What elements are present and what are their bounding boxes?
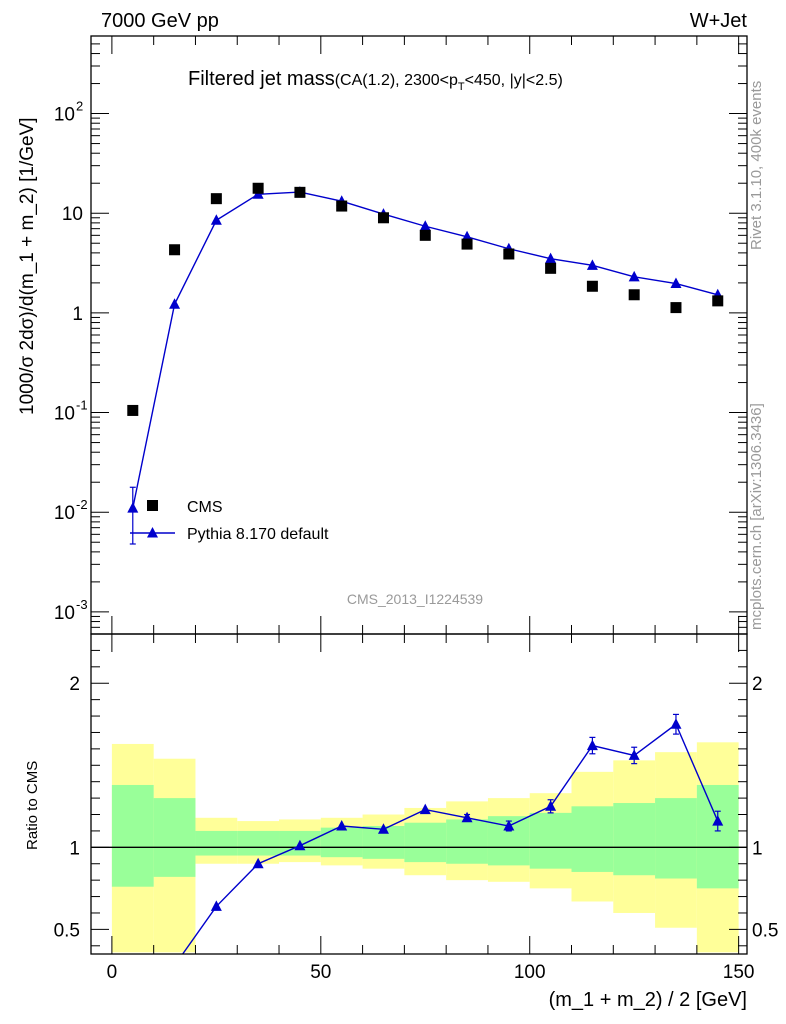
ratio-band-inner — [613, 803, 656, 876]
cms-point — [294, 186, 306, 198]
cms-point — [670, 302, 682, 314]
ratio-xtick-label: 0 — [107, 962, 118, 983]
ratio-ytick-label-right: 0.5 — [752, 920, 778, 941]
ratio-ytick-label-right: 2 — [752, 674, 763, 695]
ratio-ytick-label: 1 — [69, 838, 80, 859]
cms-point — [712, 295, 724, 307]
main-data-layer — [127, 182, 724, 545]
ratio-ylabel: Ratio to CMS — [24, 761, 41, 850]
pythia-point — [670, 277, 682, 289]
ratio-point — [670, 718, 682, 729]
ratio-point — [336, 820, 348, 831]
rivet-label: Rivet 3.1.10, 400k events — [748, 81, 765, 250]
legend-label-cms: CMS — [187, 499, 223, 516]
main-ytick-label: 10 — [54, 404, 75, 425]
main-ytick-exponent: -1 — [76, 398, 88, 413]
ratio-point — [294, 839, 306, 851]
ratio-ytick-label: 2 — [69, 674, 80, 695]
pythia-point — [586, 259, 598, 270]
ratio-xtick-label: 50 — [310, 962, 331, 983]
cms-point — [545, 262, 557, 274]
ratio-data-layer — [91, 713, 747, 954]
cms-point — [210, 193, 222, 205]
pythia-point — [419, 220, 431, 231]
cms-point — [252, 182, 264, 194]
ratio-point — [628, 749, 640, 760]
main-ylabel: 1000/σ 2dσ)/d(m_1 + m_2) [1/GeV] — [17, 117, 38, 415]
main-ytick-exponent: 2 — [76, 99, 83, 114]
ratio-point — [461, 811, 473, 823]
ratio-point — [210, 900, 222, 911]
main-ytick-exponent: -2 — [76, 497, 88, 512]
ratio-frame — [90, 633, 748, 955]
main-ytick-label: 10 — [54, 503, 75, 524]
header-left: 7000 GeV pp — [101, 10, 219, 32]
ratio-band-inner — [111, 784, 154, 887]
ratio-point — [377, 823, 389, 834]
pythia-point — [127, 502, 139, 513]
mcplots-label: mcplots.cern.ch [arXiv:1306.3436] — [748, 403, 765, 630]
main-title-sub: (CA(1.2), 2300<p — [335, 72, 458, 89]
ratio-axes-layer: 0.5 0.5 1 1 2 2 0 50 100 150 — [54, 634, 778, 983]
ratio-point — [586, 739, 598, 751]
main-title: Filtered jet mass(CA(1.2), 2300<pT<450, … — [188, 68, 563, 93]
cms-point — [419, 229, 431, 241]
ratio-xtick-label: 100 — [514, 962, 546, 983]
ratio-ytick-label: 0.5 — [54, 920, 80, 941]
ratio-band-inner — [571, 806, 614, 872]
watermark: CMS_2013_I1224539 — [347, 591, 483, 607]
pythia-point — [545, 252, 557, 264]
main-ytick-exponent: -3 — [76, 597, 88, 612]
cms-point — [503, 248, 515, 260]
ratio-band-inner — [153, 798, 196, 877]
ratio-point — [712, 815, 724, 826]
main-ytick-label: 10 — [54, 105, 75, 126]
ratio-series-group — [181, 713, 724, 954]
main-title-main: Filtered jet mass — [188, 68, 335, 90]
ratio-xtick-label: 150 — [723, 962, 755, 983]
cms-point — [377, 212, 389, 224]
ratio-xlabel: (m_1 + m_2) / 2 [GeV] — [549, 989, 747, 1011]
ratio-band-inner — [237, 830, 280, 856]
main-ytick-label: 1 — [72, 304, 83, 325]
main-title-subscript: T — [458, 81, 465, 93]
cms-point — [586, 280, 598, 292]
ratio-band-inner — [696, 784, 739, 889]
ratio-band-inner — [446, 819, 488, 864]
pythia-point — [628, 270, 640, 282]
cms-point — [127, 404, 139, 416]
ratio-point — [503, 820, 515, 831]
ratio-point — [545, 800, 557, 811]
legend: CMS Pythia 8.170 default — [130, 499, 329, 543]
ratio-point — [419, 803, 431, 815]
main-title-sub-end: <450, |y|<2.5) — [465, 72, 563, 89]
main-ytick-label: 10 — [54, 603, 75, 624]
legend-label-pythia: Pythia 8.170 default — [187, 526, 329, 543]
cms-point — [336, 200, 348, 212]
pythia-point — [210, 214, 222, 225]
pythia-point — [169, 298, 181, 309]
ratio-band-inner — [404, 822, 447, 863]
cms-point — [628, 289, 640, 301]
main-ytick-label: 10 — [62, 204, 83, 225]
ratio-band-inner — [320, 827, 363, 858]
main-frame — [90, 35, 748, 635]
ratio-point — [252, 857, 264, 869]
ratio-plot-panel: 0.5 0.5 1 1 2 2 0 50 100 150 Ratio to CMS (m_1 + … — [24, 633, 778, 1011]
ratio-ytick-label-right: 1 — [752, 838, 763, 859]
legend-marker-pythia — [147, 527, 158, 538]
ratio-band-inner — [529, 812, 572, 869]
cms-point — [461, 238, 473, 250]
legend-marker-cms — [147, 500, 158, 511]
ratio-band-inner — [195, 830, 238, 856]
cms-point — [169, 244, 181, 256]
ratio-band-inner — [655, 798, 697, 879]
header-right: W+Jet — [690, 10, 748, 32]
